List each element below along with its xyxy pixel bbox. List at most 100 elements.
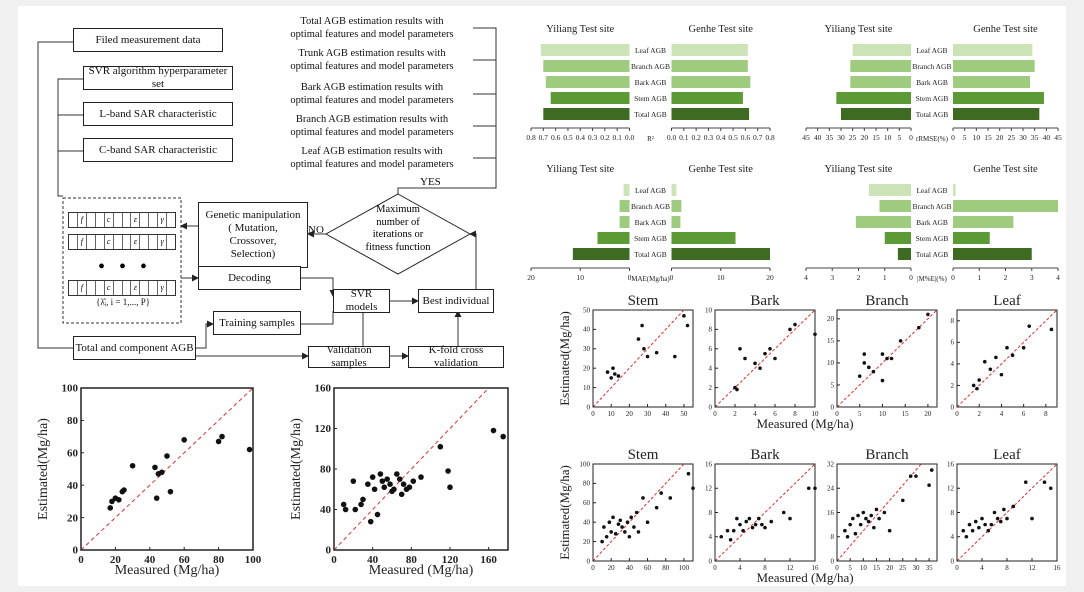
- x-tick-label: 0: [955, 564, 959, 572]
- lband-sar-box: L-band SAR characteristic: [83, 102, 233, 126]
- data-point: [447, 484, 453, 491]
- data-point: [973, 519, 978, 524]
- data-point: [880, 352, 885, 356]
- x-tick-label: 0: [955, 410, 959, 418]
- y-tick-label: 12: [705, 485, 713, 493]
- data-point: [365, 481, 371, 487]
- gene-cell: γ: [158, 235, 168, 249]
- plot-frame: [836, 309, 938, 408]
- x-tick-label: 15: [902, 410, 910, 418]
- x-tick-label: 20: [110, 554, 122, 566]
- category-label: Stem AGB: [634, 94, 667, 103]
- tick-label: 0.2: [600, 133, 610, 142]
- category-label: Bark AGB: [916, 218, 948, 227]
- x-tick-label: 16: [812, 564, 820, 572]
- panel-title: Leaf: [993, 447, 1020, 463]
- rrmse-bar-chart: Yiliang Test site Genhe Test site Leaf AGB…: [802, 24, 1062, 143]
- x-tick-label: 15: [873, 564, 881, 572]
- tick-label: 0.7: [539, 133, 549, 142]
- kfold-box: K-fold cross validation: [408, 344, 504, 369]
- y-tick-label: 8: [831, 533, 835, 541]
- y-axis-title: Estimated(Mg/ha): [557, 311, 572, 406]
- category-label: Stem AGB: [634, 234, 667, 243]
- data-point: [793, 322, 797, 327]
- gene-cell: [123, 213, 132, 227]
- data-point: [967, 522, 972, 527]
- mae-bar-chart: Yiliang Test site Genhe Test site Leaf AGB…: [527, 164, 774, 283]
- result-leaf: Leaf AGB estimation results with optimal…: [273, 142, 471, 174]
- data-point: [152, 464, 158, 471]
- data-point: [914, 474, 918, 478]
- y-tick-label: 0: [326, 545, 332, 557]
- cband-sar-box: C-band SAR characteristic: [83, 138, 233, 162]
- site-title-left: Yiliang Test site: [825, 164, 893, 175]
- bar-left: [619, 216, 630, 228]
- x-tick-label: 20: [626, 410, 634, 418]
- svr-param-link: [57, 78, 83, 197]
- tick-label: 20: [527, 273, 535, 282]
- data-point: [743, 356, 747, 361]
- y-tick-label: 4: [951, 360, 955, 368]
- training-samples-box: Training samples: [213, 311, 301, 335]
- data-point: [988, 367, 993, 372]
- x-tick-label: 4: [980, 564, 984, 572]
- x-tick-label: 4: [738, 564, 742, 572]
- gene-cell: [167, 213, 175, 227]
- data-point: [107, 505, 114, 511]
- y-tick-label: 10: [705, 306, 713, 314]
- data-point: [384, 476, 390, 482]
- x-tick-label: 0: [591, 564, 595, 572]
- data-point: [121, 487, 127, 493]
- tick-label: 0.8: [526, 133, 536, 142]
- data-point: [975, 386, 979, 391]
- panel-title: Bark: [750, 447, 780, 463]
- data-point: [400, 481, 407, 487]
- bar-left: [597, 232, 630, 244]
- y-tick-label: 20: [583, 538, 591, 546]
- bar-left: [855, 216, 911, 228]
- y-tick-label: 24: [827, 485, 835, 493]
- data-point: [853, 531, 858, 536]
- gene-cell: [69, 213, 78, 227]
- x-tick-label: 12: [787, 564, 795, 572]
- gene-cell: [69, 235, 78, 249]
- y-tick-label: 40: [320, 504, 332, 516]
- result-total: Total AGB estimation results with optima…: [273, 12, 471, 44]
- bar-left: [850, 76, 911, 88]
- gene-cell: [140, 213, 150, 227]
- x-tick-label: 12: [1029, 564, 1037, 572]
- tick-label: 0: [909, 273, 913, 282]
- data-point: [750, 525, 755, 530]
- bar-right: [953, 184, 956, 196]
- tick-label: 40: [814, 133, 822, 142]
- data-point: [908, 474, 913, 478]
- y-tick-label: 12: [947, 485, 955, 493]
- tick-label: 0: [909, 133, 913, 142]
- x-tick-label: 4: [1000, 410, 1004, 418]
- gene-cell: [69, 281, 78, 295]
- data-point: [769, 519, 774, 524]
- x-tick-label: 10: [879, 410, 887, 418]
- tick-label: 0.1: [679, 133, 689, 142]
- x-tick-label: 6: [1022, 410, 1026, 418]
- population-box: [62, 197, 182, 324]
- site-title-right: Genhe Test site: [689, 24, 754, 35]
- y-tick-label: 10: [583, 384, 591, 392]
- x-tick-label: 30: [644, 410, 652, 418]
- bar-left: [540, 44, 630, 56]
- tick-label: 25: [1008, 133, 1016, 142]
- x-tick-label: 50: [680, 410, 688, 418]
- x-axis-title: Measured (Mg/ha): [756, 570, 853, 585]
- one-to-one-line: [836, 463, 922, 562]
- gene-cell: f: [78, 213, 87, 227]
- panel-title: Branch: [865, 447, 909, 463]
- data-point: [609, 376, 613, 380]
- tick-label: 10: [973, 133, 981, 142]
- y-tick-label: 80: [583, 480, 591, 488]
- data-point: [857, 374, 862, 378]
- tick-label: 3: [1030, 273, 1034, 282]
- tick-label: 0: [670, 273, 674, 282]
- y-tick-label: 8: [951, 317, 955, 325]
- category-label: Stem AGB: [916, 94, 949, 103]
- gene-cell: ε: [131, 235, 141, 249]
